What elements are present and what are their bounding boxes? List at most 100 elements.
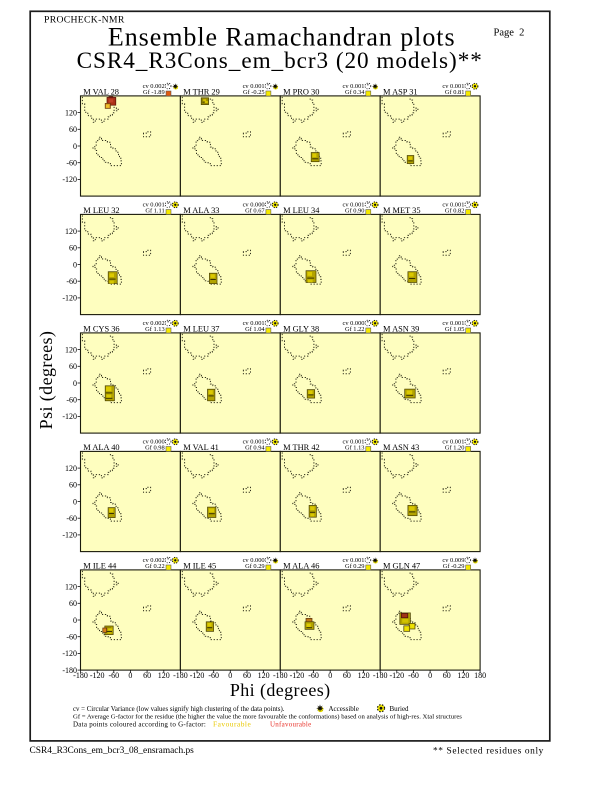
svg-text:M ALA 46: M ALA 46 bbox=[283, 561, 319, 570]
svg-text:M THR 42: M THR 42 bbox=[283, 443, 320, 452]
svg-text:cv 0.002: cv 0.002 bbox=[143, 320, 165, 327]
svg-text:120: 120 bbox=[358, 671, 370, 680]
svg-text:cv = Circular Variance (low va: cv = Circular Variance (low values signi… bbox=[73, 706, 285, 713]
svg-text:M ALA 33: M ALA 33 bbox=[183, 206, 219, 215]
svg-text:cv 0.000: cv 0.000 bbox=[243, 202, 265, 209]
svg-text:-120: -120 bbox=[62, 175, 77, 184]
svg-text:M THR 29: M THR 29 bbox=[183, 87, 220, 96]
svg-text:60: 60 bbox=[69, 362, 77, 371]
svg-text:PROCHECK-NMR: PROCHECK-NMR bbox=[44, 14, 125, 25]
svg-text:Gf 1.13: Gf 1.13 bbox=[145, 326, 165, 333]
svg-text:Gf 0.29: Gf 0.29 bbox=[245, 563, 265, 570]
svg-text:Gf 1.05: Gf 1.05 bbox=[445, 326, 465, 333]
svg-text:-120: -120 bbox=[290, 671, 305, 680]
svg-text:-120: -120 bbox=[62, 649, 77, 658]
svg-text:Gf 0.94: Gf 0.94 bbox=[245, 445, 265, 452]
svg-text:-180: -180 bbox=[273, 671, 288, 680]
svg-text:M LEU 32: M LEU 32 bbox=[83, 206, 119, 215]
svg-text:-180: -180 bbox=[173, 671, 188, 680]
svg-text:cv 0.001: cv 0.001 bbox=[243, 439, 265, 446]
svg-text:cv 0.002: cv 0.002 bbox=[143, 557, 165, 564]
svg-text:Gf 0.90: Gf 0.90 bbox=[345, 208, 365, 215]
svg-text:M GLN 47: M GLN 47 bbox=[383, 561, 420, 570]
svg-text:120: 120 bbox=[65, 345, 77, 354]
svg-text:M LEU 37: M LEU 37 bbox=[183, 324, 219, 333]
svg-text:120: 120 bbox=[158, 671, 170, 680]
svg-text:-60: -60 bbox=[66, 633, 77, 642]
svg-text:cv 0.001: cv 0.001 bbox=[442, 202, 464, 209]
svg-text:M ILE 45: M ILE 45 bbox=[183, 561, 216, 570]
svg-text:cv 0.001: cv 0.001 bbox=[342, 83, 364, 90]
svg-text:M ILE 44: M ILE 44 bbox=[83, 561, 117, 570]
svg-text:Gf 0.29: Gf 0.29 bbox=[345, 563, 365, 570]
svg-text:-120: -120 bbox=[90, 671, 105, 680]
svg-text:0: 0 bbox=[73, 379, 77, 388]
svg-text:-120: -120 bbox=[389, 671, 404, 680]
svg-text:Data points coloured according: Data points coloured according to G-fact… bbox=[73, 720, 206, 728]
svg-text:-60: -60 bbox=[108, 671, 119, 680]
svg-text:M ASN 39: M ASN 39 bbox=[383, 324, 419, 333]
svg-text:cv 0.001: cv 0.001 bbox=[342, 557, 364, 564]
svg-text:60: 60 bbox=[69, 481, 77, 490]
svg-text:** Selected residues only: ** Selected residues only bbox=[433, 747, 544, 757]
svg-text:0: 0 bbox=[73, 142, 77, 151]
svg-text:120: 120 bbox=[258, 671, 270, 680]
svg-text:cv 0.000: cv 0.000 bbox=[243, 557, 265, 564]
svg-text:-120: -120 bbox=[62, 412, 77, 421]
svg-text:-180: -180 bbox=[73, 671, 88, 680]
svg-text:cv 0.000: cv 0.000 bbox=[143, 439, 165, 446]
svg-text:120: 120 bbox=[65, 464, 77, 473]
svg-text:-120: -120 bbox=[62, 294, 77, 303]
svg-text:0: 0 bbox=[328, 671, 332, 680]
svg-text:60: 60 bbox=[69, 244, 77, 253]
svg-text:180: 180 bbox=[474, 671, 486, 680]
svg-text:CSR4_R3Cons_em_bcr3_08_ensrama: CSR4_R3Cons_em_bcr3_08_ensramach.ps bbox=[30, 746, 195, 756]
svg-text:Gf 0.98: Gf 0.98 bbox=[145, 445, 165, 452]
svg-text:-60: -60 bbox=[66, 396, 77, 405]
svg-text:M ASN 43: M ASN 43 bbox=[383, 443, 419, 452]
svg-text:M VAL 28: M VAL 28 bbox=[83, 87, 119, 96]
svg-text:Gf 1.20: Gf 1.20 bbox=[445, 445, 465, 452]
svg-text:M ALA 40: M ALA 40 bbox=[83, 443, 119, 452]
svg-text:Favourable: Favourable bbox=[213, 719, 251, 728]
svg-text:-60: -60 bbox=[66, 159, 77, 168]
svg-text:cv 0.001: cv 0.001 bbox=[442, 320, 464, 327]
svg-text:-60: -60 bbox=[66, 277, 77, 286]
svg-text:Gf 0.34: Gf 0.34 bbox=[345, 89, 365, 96]
svg-text:120: 120 bbox=[457, 671, 469, 680]
svg-text:M VAL 41: M VAL 41 bbox=[183, 443, 219, 452]
svg-text:-180: -180 bbox=[62, 666, 77, 675]
svg-text:0: 0 bbox=[73, 497, 77, 506]
svg-text:60: 60 bbox=[443, 671, 451, 680]
svg-text:120: 120 bbox=[65, 227, 77, 236]
svg-text:Gf 1.11: Gf 1.11 bbox=[145, 208, 164, 215]
svg-text:cv 0.009: cv 0.009 bbox=[442, 557, 464, 564]
svg-text:cv 0.002: cv 0.002 bbox=[143, 83, 165, 90]
svg-text:0: 0 bbox=[73, 260, 77, 269]
svg-text:cv 0.001: cv 0.001 bbox=[243, 320, 265, 327]
svg-text:-60: -60 bbox=[208, 671, 219, 680]
svg-text:0: 0 bbox=[428, 671, 432, 680]
svg-text:Psi (degrees): Psi (degrees) bbox=[36, 331, 57, 430]
svg-text:M GLY 38: M GLY 38 bbox=[283, 324, 319, 333]
svg-text:Gf 0.67: Gf 0.67 bbox=[245, 208, 265, 215]
svg-text:M LEU 34: M LEU 34 bbox=[283, 206, 320, 215]
svg-text:cv 0.001: cv 0.001 bbox=[342, 439, 364, 446]
svg-text:0: 0 bbox=[128, 671, 132, 680]
svg-text:Phi (degrees): Phi (degrees) bbox=[230, 680, 331, 701]
svg-text:cv 0.001: cv 0.001 bbox=[442, 439, 464, 446]
svg-text:60: 60 bbox=[69, 125, 77, 134]
svg-text:Gf -0.25: Gf -0.25 bbox=[243, 89, 265, 96]
svg-text:60: 60 bbox=[243, 671, 251, 680]
svg-text:cv 0.001: cv 0.001 bbox=[342, 202, 364, 209]
svg-text:CSR4_R3Cons_em_bcr3 (20 models: CSR4_R3Cons_em_bcr3 (20 models)** bbox=[77, 48, 483, 74]
svg-text:M ASP 31: M ASP 31 bbox=[383, 87, 418, 96]
svg-text:Buried: Buried bbox=[390, 705, 410, 713]
svg-text:0: 0 bbox=[228, 671, 232, 680]
svg-text:-120: -120 bbox=[62, 531, 77, 540]
svg-text:60: 60 bbox=[143, 671, 151, 680]
svg-text:cv 0.001: cv 0.001 bbox=[143, 202, 165, 209]
svg-text:Gf 0.81: Gf 0.81 bbox=[445, 89, 465, 96]
svg-text:Gf = Average G-factor for the: Gf = Average G-factor for the residue (t… bbox=[73, 714, 462, 721]
svg-text:0: 0 bbox=[73, 616, 77, 625]
